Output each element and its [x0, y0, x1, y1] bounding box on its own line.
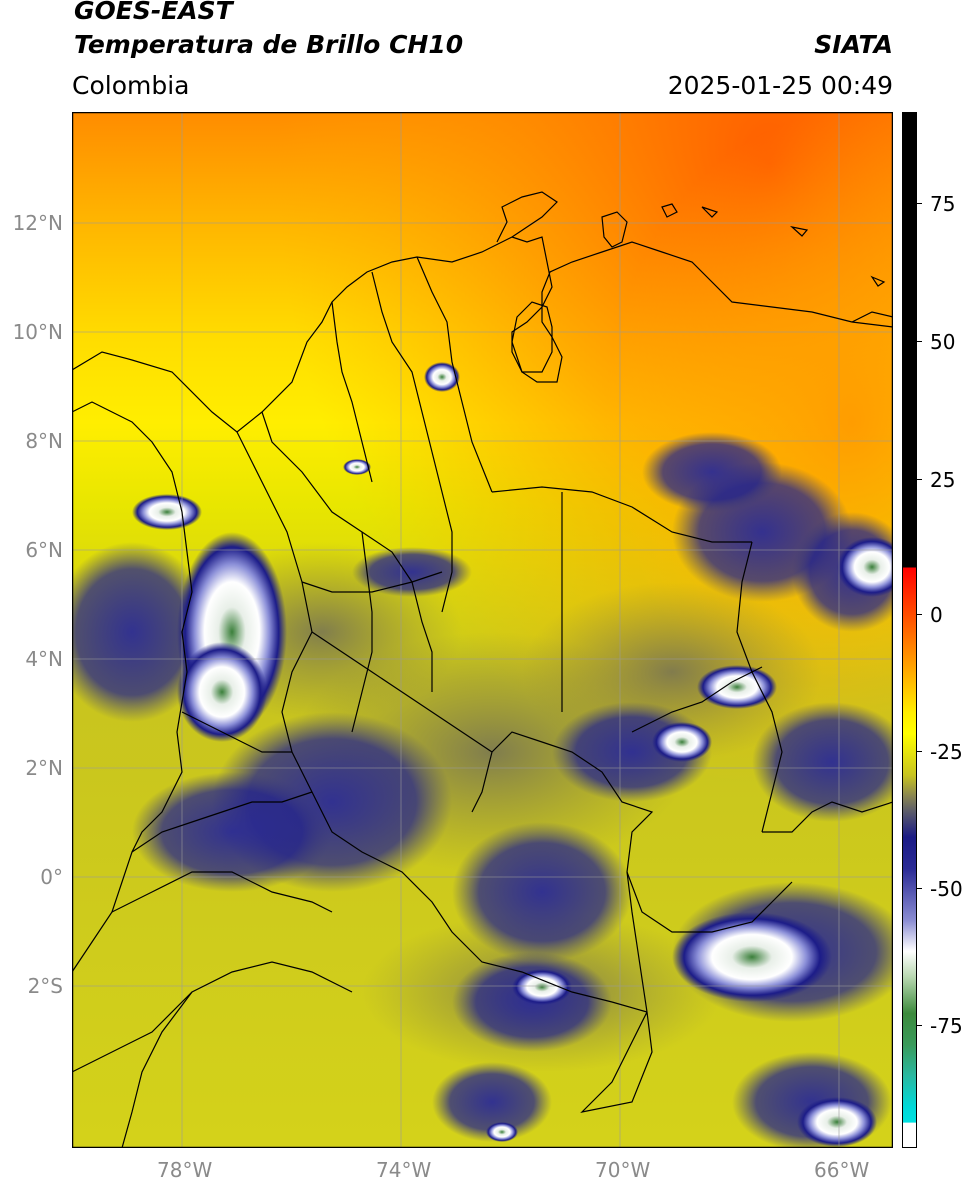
colorbar-label: 25 — [930, 468, 956, 492]
lon-label: 74°W — [376, 1158, 432, 1182]
lat-label: 8°N — [25, 429, 63, 453]
datetime-label: 2025-01-25 00:49 — [667, 71, 893, 100]
lat-label: 2°S — [27, 974, 63, 998]
source-label: SIATA — [814, 30, 893, 59]
colorbar-label: 75 — [930, 192, 956, 216]
colorbar-label: 50 — [930, 330, 956, 354]
lon-label: 70°W — [595, 1158, 651, 1182]
colorbar-label: -75 — [930, 1014, 963, 1038]
satellite-title: GOES-EAST — [74, 0, 233, 25]
satellite-map — [72, 112, 893, 1148]
lon-label: 66°W — [814, 1158, 870, 1182]
lat-label: 0° — [40, 865, 63, 889]
colorbar-label: -50 — [930, 877, 963, 901]
lat-label: 12°N — [12, 211, 63, 235]
lat-label: 10°N — [12, 320, 63, 344]
product-title: Temperatura de Brillo CH10 — [74, 30, 464, 59]
country-borders — [72, 191, 893, 1148]
lat-label: 4°N — [25, 647, 63, 671]
lat-label: 6°N — [25, 538, 63, 562]
colorbar — [902, 112, 917, 1148]
colorbar-label: -25 — [930, 740, 963, 764]
map-gridlines — [72, 112, 893, 1148]
lon-label: 78°W — [157, 1158, 213, 1182]
lat-label: 2°N — [25, 756, 63, 780]
region-label: Colombia — [72, 71, 190, 100]
colorbar-label: 0 — [930, 603, 943, 627]
